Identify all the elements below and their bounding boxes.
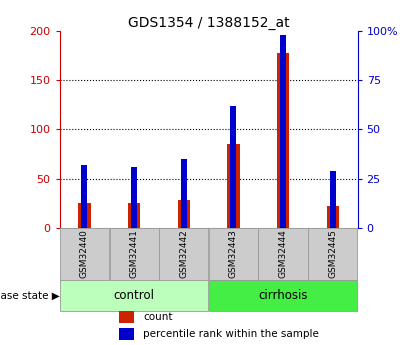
Bar: [81, 165, 88, 228]
Bar: [131, 167, 137, 228]
FancyBboxPatch shape: [109, 228, 159, 280]
Bar: [280, 35, 286, 228]
FancyBboxPatch shape: [259, 228, 308, 280]
Text: GSM32442: GSM32442: [179, 229, 188, 278]
FancyBboxPatch shape: [209, 280, 357, 311]
FancyBboxPatch shape: [308, 228, 357, 280]
Bar: [231, 106, 236, 228]
Text: GSM32441: GSM32441: [129, 229, 139, 278]
FancyBboxPatch shape: [60, 280, 208, 311]
Bar: [119, 328, 134, 340]
FancyBboxPatch shape: [60, 228, 109, 280]
Bar: [277, 53, 289, 228]
Bar: [330, 171, 336, 228]
Bar: [128, 203, 140, 228]
Bar: [181, 159, 187, 228]
Bar: [78, 203, 91, 228]
Title: GDS1354 / 1388152_at: GDS1354 / 1388152_at: [128, 16, 289, 30]
Text: cirrhosis: cirrhosis: [259, 289, 308, 302]
Bar: [119, 311, 134, 323]
Text: GSM32444: GSM32444: [279, 229, 288, 278]
Text: GSM32443: GSM32443: [229, 229, 238, 278]
Bar: [326, 206, 339, 228]
Text: control: control: [113, 289, 155, 302]
Text: GSM32440: GSM32440: [80, 229, 89, 278]
Text: disease state ▶: disease state ▶: [0, 290, 60, 300]
Text: GSM32445: GSM32445: [328, 229, 337, 278]
Bar: [178, 200, 190, 228]
FancyBboxPatch shape: [159, 228, 208, 280]
FancyBboxPatch shape: [209, 228, 258, 280]
Text: count: count: [143, 312, 173, 322]
Text: percentile rank within the sample: percentile rank within the sample: [143, 329, 319, 339]
Bar: [227, 144, 240, 228]
